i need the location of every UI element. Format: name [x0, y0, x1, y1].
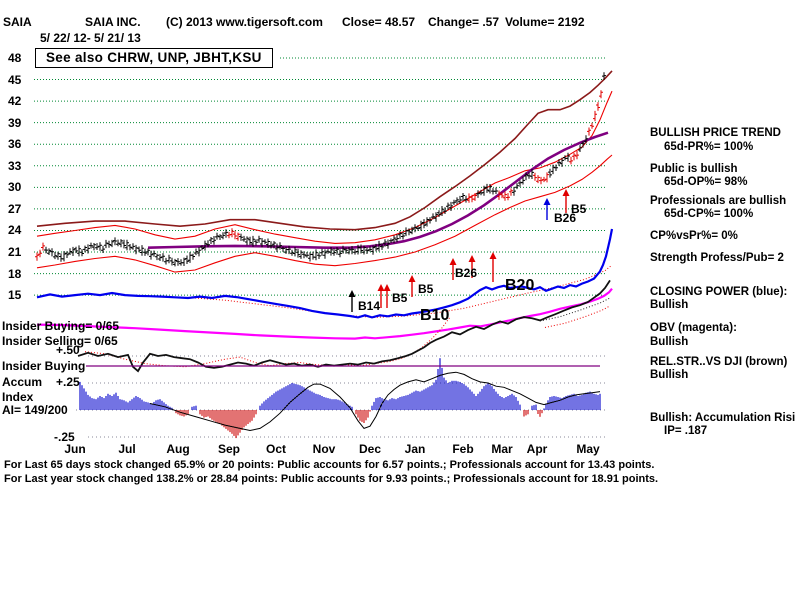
- signal-arrow-head: [377, 284, 385, 291]
- cp-dotted-line: [194, 264, 613, 318]
- maroon-ma-line: [36, 70, 613, 231]
- end-dotted-black-line: [539, 297, 611, 322]
- signal-label: B5: [418, 282, 434, 296]
- signal-label: B10: [420, 307, 449, 324]
- closing-power-line: [36, 228, 614, 319]
- signal-arrow-head: [543, 198, 551, 205]
- signal-arrow-head: [449, 258, 457, 265]
- signal-arrow-head: [468, 255, 476, 262]
- accumulation-index-bars: [79, 358, 601, 439]
- signal-arrow-head: [562, 189, 570, 196]
- obv-line: [36, 287, 613, 340]
- signal-arrow-head: [348, 290, 356, 297]
- accum-ma-line: [149, 371, 601, 432]
- signal-label: B5: [571, 202, 587, 216]
- signal-arrow-head: [489, 252, 497, 259]
- signal-label: B26: [455, 266, 477, 280]
- purple-ma-line: [147, 131, 609, 249]
- signal-label: B5: [392, 291, 408, 305]
- lower-band-line: [36, 154, 613, 273]
- signal-arrow-head: [383, 284, 391, 291]
- signal-label: B26: [554, 211, 576, 225]
- rel-str-line: [77, 279, 611, 373]
- end-dotted-red-line: [544, 305, 611, 328]
- signal-label: B14: [358, 299, 380, 313]
- price-bars: [35, 72, 606, 267]
- signal-label: B20: [505, 277, 534, 294]
- signal-arrow-head: [408, 275, 416, 282]
